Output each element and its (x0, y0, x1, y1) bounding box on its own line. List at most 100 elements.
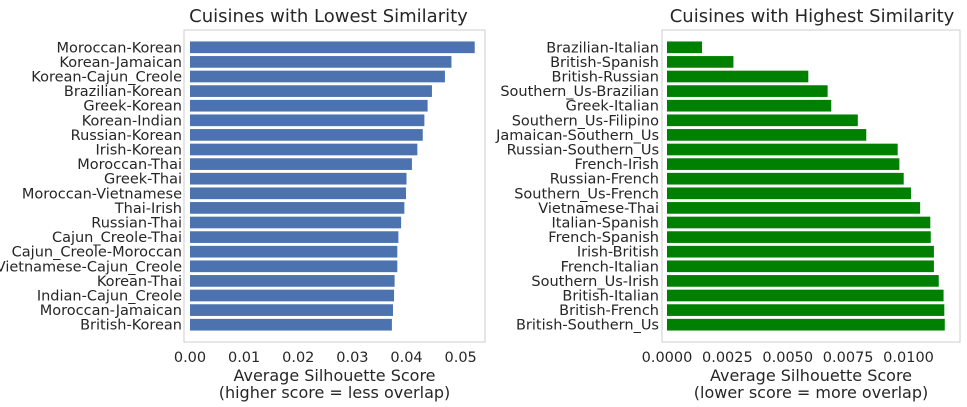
category-labels: Brazilian-ItalianBritish-SpanishBritish-… (495, 40, 659, 333)
bar-russian-southern-us (667, 143, 898, 156)
category-label-british-korean: British-Korean (80, 318, 182, 334)
x-axis-sublabel: (lower score = more overlap) (694, 383, 929, 402)
category-label-british-italian: British-Italian (562, 289, 659, 305)
bar-indian-cajun-creole (190, 289, 395, 302)
category-label-jamaican-southern-us: Jamaican-Southern_Us (495, 128, 659, 144)
bar-brazilian-italian (667, 41, 703, 54)
category-label-brazilian-italian: Brazilian-Italian (546, 40, 659, 56)
category-label-korean-indian: Korean-Indian (82, 113, 182, 129)
bar-moroccan-vietnamese (190, 187, 406, 200)
chart-title: Cuisines with Lowest Similarity (189, 6, 468, 27)
category-label-korean-thai: Korean-Thai (97, 274, 182, 290)
category-label-southern-us-irish: Southern_Us-Irish (531, 274, 659, 290)
bar-southern-us-filipino (667, 114, 858, 127)
bar-french-irish (667, 158, 900, 170)
bar-irish-british (667, 245, 934, 258)
category-label-british-southern-us: British-Southern_Us (516, 318, 659, 334)
category-label-thai-irish: Thai-Irish (114, 201, 182, 217)
x-tick-labels: 0.0000 0.0025 0.0050 0.0075 0.0100 (642, 350, 934, 366)
chart-panel-lowest-similarity: Cuisines with Lowest Similarity Moroccan… (0, 6, 486, 402)
bar-british-korean (190, 318, 392, 331)
category-label-russian-southern-us: Russian-Southern_Us (507, 143, 659, 159)
bar-russian-thai (190, 216, 402, 229)
category-label-vietnamese-cajun-creole: Vietnamese-Cajun_Creole (0, 259, 182, 275)
plot-frame (661, 29, 961, 343)
category-label-moroccan-vietnamese: Moroccan-Vietnamese (22, 186, 182, 202)
bar-irish-korean (190, 143, 418, 156)
bar-korean-jamaican (190, 56, 452, 68)
category-label-russian-thai: Russian-Thai (91, 216, 182, 232)
bar-korean-indian (190, 114, 425, 127)
bar-russian-french (667, 172, 904, 185)
bar-british-french (667, 304, 945, 316)
bar-vietnamese-thai (667, 202, 921, 214)
bar-southern-us-irish (667, 275, 939, 287)
bar-russian-korean (190, 129, 423, 141)
category-label-russian-korean: Russian-Korean (71, 128, 182, 144)
category-label-russian-french: Russian-French (550, 172, 659, 188)
bar-british-southern-us (667, 318, 945, 331)
bar-greek-thai (190, 172, 407, 185)
category-label-moroccan-jamaican: Moroccan-Jamaican (40, 303, 182, 319)
bar-southern-us-brazilian (667, 85, 828, 97)
x-tick-label: 0.0075 (823, 350, 874, 366)
x-tick-label: 0.05 (444, 350, 476, 366)
category-label-british-russian: British-Russian (552, 70, 659, 86)
category-label-indian-cajun-creole: Indian-Cajun_Creole (37, 289, 182, 305)
x-tick-label: 0.00 (174, 350, 206, 366)
bar-group (667, 41, 945, 331)
chart-panel-highest-similarity: Cuisines with Highest Similarity Brazili… (495, 6, 961, 402)
x-tick-label: 0.03 (336, 350, 368, 366)
category-label-french-italian: French-Italian (561, 259, 659, 275)
chart-title: Cuisines with Highest Similarity (670, 6, 955, 27)
x-tick-labels: 0.00 0.01 0.02 0.03 0.04 0.05 (174, 350, 477, 366)
category-label-southern-us-filipino: Southern_Us-Filipino (512, 113, 659, 129)
bar-jamaican-southern-us (667, 129, 867, 141)
bar-group (190, 41, 475, 331)
bar-brazilian-korean (190, 85, 432, 97)
category-label-southern-us-french: Southern_Us-French (514, 186, 659, 202)
category-label-irish-korean: Irish-Korean (95, 143, 182, 159)
x-tick-label: 0.01 (228, 350, 260, 366)
x-tick-label: 0.0100 (883, 350, 934, 366)
category-label-italian-spanish: Italian-Spanish (552, 216, 659, 232)
category-label-moroccan-thai: Moroccan-Thai (77, 157, 182, 173)
x-tick-label: 0.04 (390, 350, 422, 366)
category-label-cajun-creole-thai: Cajun_Creole-Thai (52, 230, 182, 246)
category-label-southern-us-brazilian: Southern_Us-Brazilian (500, 84, 659, 100)
category-labels: Moroccan-KoreanKorean-JamaicanKorean-Caj… (0, 40, 182, 333)
x-axis-label: Average Silhouette Score (233, 366, 435, 385)
category-label-british-french: British-French (559, 303, 659, 319)
category-label-korean-cajun-creole: Korean-Cajun_Creole (31, 70, 182, 86)
bar-cajun-creole-moroccan (190, 245, 398, 258)
bar-southern-us-french (667, 187, 911, 200)
category-label-brazilian-korean: Brazilian-Korean (64, 84, 182, 100)
x-tick-label: 0.0050 (762, 350, 813, 366)
x-axis-label: Average Silhouette Score (710, 366, 912, 385)
bar-moroccan-korean (190, 41, 475, 54)
bar-greek-italian (667, 99, 832, 112)
bar-moroccan-jamaican (190, 304, 393, 316)
category-label-moroccan-korean: Moroccan-Korean (57, 40, 182, 56)
category-label-irish-british: Irish-British (577, 245, 659, 261)
bar-british-spanish (667, 56, 734, 68)
x-tick-label: 0.02 (282, 350, 314, 366)
bar-british-russian (667, 70, 809, 83)
x-axis-sublabel: (higher score = less overlap) (219, 383, 451, 402)
bar-cajun-creole-thai (190, 231, 399, 243)
category-label-vietnamese-thai: Vietnamese-Thai (538, 201, 659, 217)
bar-british-italian (667, 289, 944, 302)
plot-frame (183, 29, 486, 343)
bar-french-italian (667, 260, 934, 273)
bar-korean-thai (190, 275, 395, 287)
category-label-greek-thai: Greek-Thai (104, 172, 182, 188)
category-label-korean-jamaican: Korean-Jamaican (59, 55, 182, 71)
bar-french-spanish (667, 231, 931, 243)
bar-thai-irish (190, 202, 405, 214)
category-label-french-irish: French-Irish (575, 157, 659, 173)
bar-korean-cajun-creole (190, 70, 445, 83)
bar-moroccan-thai (190, 158, 412, 170)
category-label-french-spanish: French-Spanish (548, 230, 659, 246)
category-label-cajun-creole-moroccan: Cajun_Creole-Moroccan (12, 245, 182, 261)
